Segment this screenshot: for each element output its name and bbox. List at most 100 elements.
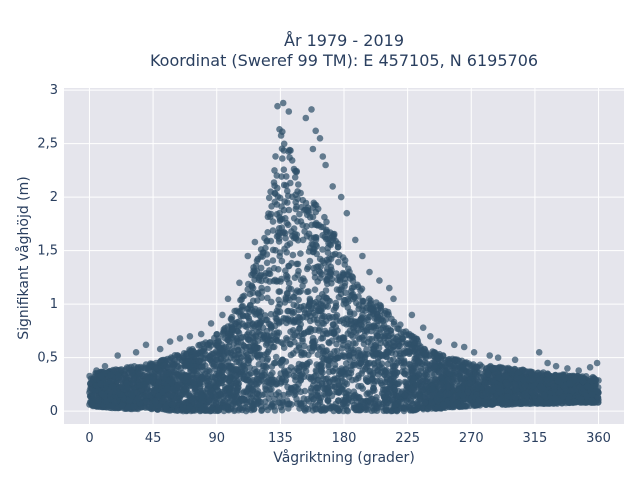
data-point (263, 351, 270, 358)
data-point (251, 344, 258, 351)
data-point (336, 252, 343, 259)
data-point (320, 335, 327, 342)
data-point (278, 276, 285, 283)
data-point (351, 354, 358, 361)
data-point (264, 295, 271, 302)
data-point (276, 230, 283, 237)
data-point (212, 394, 219, 401)
data-point (301, 278, 308, 285)
data-point (451, 403, 458, 410)
data-point (300, 197, 307, 204)
data-point (280, 341, 287, 348)
data-point (207, 392, 214, 399)
data-point (238, 296, 245, 303)
data-point (312, 274, 319, 281)
data-point (276, 214, 283, 221)
data-point (281, 166, 288, 173)
data-point (456, 404, 463, 411)
data-point (296, 289, 303, 296)
data-point (276, 400, 283, 407)
data-point (194, 401, 201, 408)
data-point (278, 132, 285, 139)
data-point (225, 378, 232, 385)
data-point (302, 206, 309, 213)
data-point (273, 354, 280, 361)
data-point (256, 352, 263, 359)
data-point (589, 398, 596, 405)
data-point (234, 319, 241, 326)
data-point (368, 408, 375, 415)
data-point (322, 328, 329, 335)
data-point (281, 246, 288, 253)
data-point (247, 302, 254, 309)
data-point (144, 384, 151, 391)
data-point (277, 195, 284, 202)
data-point (281, 147, 288, 154)
data-point (274, 172, 281, 179)
data-point (294, 303, 301, 310)
data-point (522, 368, 529, 375)
data-point (271, 265, 278, 272)
data-point (402, 392, 409, 399)
data-point (266, 395, 273, 402)
data-point (270, 257, 277, 264)
data-point (258, 265, 265, 272)
data-point (284, 290, 291, 297)
data-point (410, 375, 417, 382)
data-point (307, 297, 314, 304)
data-point (244, 351, 251, 358)
data-point (321, 214, 328, 221)
data-point (308, 388, 315, 395)
data-point (248, 272, 255, 279)
data-point (287, 240, 294, 247)
data-point (217, 362, 224, 369)
data-point (311, 341, 318, 348)
data-point (393, 336, 400, 343)
data-point (371, 308, 378, 315)
data-point (286, 297, 293, 304)
data-point (291, 215, 298, 222)
data-point (245, 357, 252, 364)
data-point (295, 181, 302, 188)
data-point (296, 333, 303, 340)
data-point (293, 169, 300, 176)
data-point (301, 373, 308, 380)
data-point (351, 294, 358, 301)
data-point (295, 261, 302, 268)
data-point (275, 297, 282, 304)
data-point (263, 238, 270, 245)
data-point (286, 263, 293, 270)
data-point (271, 360, 278, 367)
data-point (270, 227, 277, 234)
data-point (323, 236, 330, 243)
data-point (230, 401, 237, 408)
data-point (255, 376, 262, 383)
data-point (404, 381, 411, 388)
data-point (417, 343, 424, 350)
data-point (287, 147, 294, 154)
data-point (276, 126, 283, 133)
data-point (394, 408, 401, 415)
data-point (275, 309, 282, 316)
data-point (310, 335, 317, 342)
data-point (359, 385, 366, 392)
data-point (544, 371, 551, 378)
data-point (377, 377, 384, 384)
data-point (334, 286, 341, 293)
data-point (258, 278, 265, 285)
data-point (595, 394, 602, 401)
data-point (359, 317, 366, 324)
data-point (304, 360, 311, 367)
data-point (400, 405, 407, 412)
data-point (280, 392, 287, 399)
data-point (375, 318, 382, 325)
data-point (383, 351, 390, 358)
data-point (243, 324, 250, 331)
data-point (286, 207, 293, 214)
data-point (129, 392, 136, 399)
data-point (323, 287, 330, 294)
data-point (264, 260, 271, 267)
data-point (359, 367, 366, 374)
data-point (343, 403, 350, 410)
